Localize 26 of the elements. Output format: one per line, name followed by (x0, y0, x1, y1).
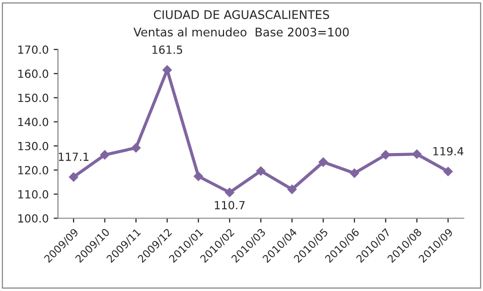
chart-title: CIUDAD DE AGUASCALIENTES (154, 10, 330, 20)
point (100, 150, 110, 160)
point (443, 166, 453, 176)
y-tick-label: 160.0 (18, 70, 48, 78)
y-tick-label: 170.0 (18, 45, 48, 54)
data-label: 119.4 (433, 147, 464, 156)
y-tick-label: 120.0 (18, 166, 48, 174)
data-label: 110.7 (214, 200, 245, 210)
point (318, 157, 328, 167)
y-tick-label: 100.0 (18, 214, 48, 223)
point (287, 184, 297, 194)
point (350, 168, 360, 178)
point (224, 188, 234, 198)
point (68, 172, 78, 182)
y-tick-label: 140.0 (18, 118, 48, 126)
point (381, 150, 390, 160)
chart-subtitle: Ventas al menudeo Base 2003=100 (134, 27, 349, 37)
point (131, 143, 141, 152)
data-label: 161.5 (152, 46, 182, 54)
point (194, 172, 204, 181)
point (412, 149, 422, 159)
data-label: 117.1 (58, 152, 88, 161)
point (256, 166, 266, 176)
y-tick-label: 130.0 (18, 142, 48, 150)
y-tick-label: 110.0 (18, 190, 48, 199)
y-tick-label: 150.0 (18, 94, 48, 102)
